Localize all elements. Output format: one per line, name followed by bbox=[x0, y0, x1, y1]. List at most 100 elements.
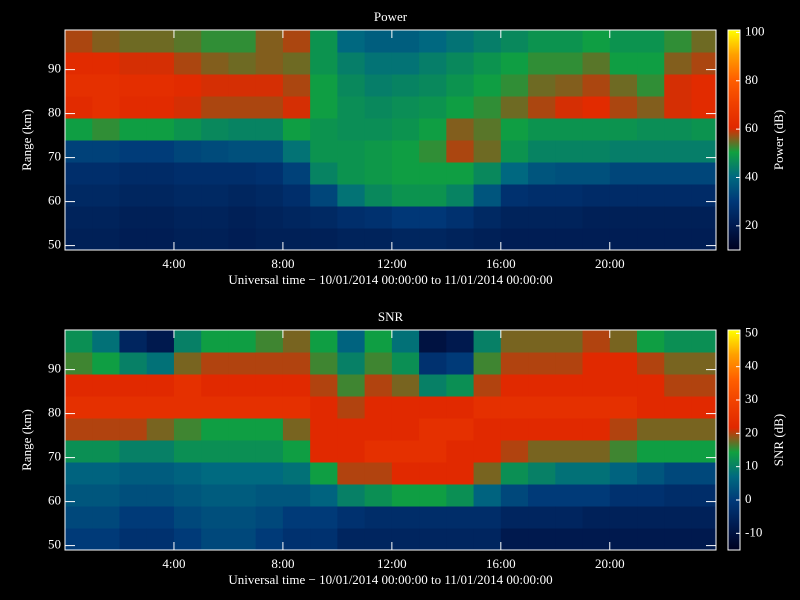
heatmap-cell bbox=[555, 140, 584, 163]
heatmap-cell bbox=[609, 374, 638, 397]
heatmap-cell bbox=[446, 140, 475, 163]
heatmap-cell bbox=[446, 74, 475, 97]
x-axis-label: Universal time − 10/01/2014 00:00:00 to … bbox=[228, 572, 552, 587]
heatmap-cell bbox=[119, 52, 148, 75]
heatmap-cell bbox=[282, 528, 311, 551]
heatmap-cell bbox=[555, 528, 584, 551]
heatmap-cell bbox=[473, 30, 502, 53]
heatmap-cell bbox=[310, 330, 338, 353]
heatmap-cell bbox=[609, 330, 638, 353]
heatmap-cell bbox=[419, 140, 447, 163]
heatmap-cell bbox=[92, 528, 120, 551]
heatmap-cell bbox=[364, 352, 393, 375]
heatmap-cell bbox=[337, 30, 366, 53]
heatmap-cell bbox=[337, 352, 366, 375]
heatmap-cell bbox=[92, 96, 120, 119]
heatmap-cell bbox=[201, 440, 229, 463]
heatmap-cell bbox=[664, 440, 692, 463]
heatmap-cell bbox=[500, 118, 529, 141]
heatmap-cell bbox=[419, 96, 447, 119]
heatmap-cell bbox=[637, 206, 665, 229]
heatmap-cell bbox=[609, 352, 638, 375]
y-tick-label: 70 bbox=[48, 149, 61, 164]
heatmap-cell bbox=[146, 484, 175, 507]
heatmap-cell bbox=[582, 462, 611, 485]
heatmap-cell bbox=[419, 528, 447, 551]
heatmap-cell bbox=[310, 30, 338, 53]
heatmap-cell bbox=[228, 484, 257, 507]
heatmap-cell bbox=[201, 74, 229, 97]
heatmap-cell bbox=[582, 418, 611, 441]
heatmap-cell bbox=[555, 418, 584, 441]
heatmap-cell bbox=[337, 184, 366, 207]
heatmap-cell bbox=[282, 52, 311, 75]
heatmap-cell bbox=[310, 352, 338, 375]
heatmap-cell bbox=[555, 506, 584, 529]
heatmap-cell bbox=[528, 74, 556, 97]
heatmap-cell bbox=[582, 30, 611, 53]
heatmap-cell bbox=[337, 140, 366, 163]
heatmap-cell bbox=[473, 396, 502, 419]
heatmap-cell bbox=[364, 206, 393, 229]
heatmap-cell bbox=[146, 184, 175, 207]
heatmap-cell bbox=[419, 484, 447, 507]
heatmap-cell bbox=[282, 462, 311, 485]
colorbar-tick-label: 50 bbox=[745, 324, 758, 339]
heatmap-cell bbox=[582, 140, 611, 163]
heatmap-cell bbox=[691, 440, 717, 463]
heatmap-cell bbox=[664, 184, 692, 207]
heatmap-cell bbox=[446, 30, 475, 53]
heatmap-cell bbox=[337, 462, 366, 485]
heatmap-cell bbox=[282, 118, 311, 141]
heatmap-cell bbox=[228, 96, 257, 119]
heatmap-cell bbox=[419, 374, 447, 397]
heatmap-cell bbox=[92, 506, 120, 529]
heatmap-cell bbox=[173, 162, 202, 185]
heatmap-cell bbox=[228, 162, 257, 185]
heatmap-cell bbox=[691, 418, 717, 441]
heatmap-cell bbox=[500, 418, 529, 441]
heatmap-cell bbox=[255, 140, 284, 163]
x-tick-label: 8:00 bbox=[271, 256, 294, 271]
plot-frame bbox=[64, 329, 717, 551]
heatmap-cell bbox=[446, 118, 475, 141]
heatmap-cell bbox=[446, 52, 475, 75]
heatmap-cell bbox=[337, 228, 366, 251]
x-tick-label: 4:00 bbox=[162, 556, 185, 571]
heatmap-cell bbox=[92, 440, 120, 463]
heatmap-cell bbox=[609, 52, 638, 75]
heatmap-cell bbox=[310, 52, 338, 75]
heatmap-cell bbox=[65, 528, 93, 551]
heatmap-cell bbox=[92, 162, 120, 185]
heatmap-cell bbox=[473, 330, 502, 353]
heatmap-cell bbox=[65, 96, 93, 119]
heatmap-cell bbox=[691, 228, 717, 251]
panel-title: Power bbox=[374, 9, 408, 24]
heatmap-cell bbox=[310, 418, 338, 441]
heatmap-cell bbox=[528, 506, 556, 529]
heatmap-cell bbox=[119, 374, 148, 397]
heatmap-cell bbox=[555, 30, 584, 53]
heatmap-cell bbox=[173, 440, 202, 463]
heatmap-cell bbox=[92, 396, 120, 419]
heatmap-cell bbox=[419, 74, 447, 97]
heatmap-cell bbox=[446, 330, 475, 353]
heatmap-cell bbox=[528, 52, 556, 75]
heatmap-cell bbox=[201, 506, 229, 529]
heatmap-cell bbox=[582, 484, 611, 507]
x-tick-label: 8:00 bbox=[271, 556, 294, 571]
heatmap-cell bbox=[391, 330, 420, 353]
heatmap-cell bbox=[555, 184, 584, 207]
heatmap-cell bbox=[664, 484, 692, 507]
heatmap-cell bbox=[201, 418, 229, 441]
heatmap-cell bbox=[364, 96, 393, 119]
heatmap-cell bbox=[337, 484, 366, 507]
heatmap-cell bbox=[555, 352, 584, 375]
heatmap-cell bbox=[282, 184, 311, 207]
heatmap-cell bbox=[255, 30, 284, 53]
heatmap-cell bbox=[119, 96, 148, 119]
heatmap-cell bbox=[391, 396, 420, 419]
heatmap-cell bbox=[500, 30, 529, 53]
heatmap-cell bbox=[637, 74, 665, 97]
colorbar bbox=[727, 329, 741, 551]
